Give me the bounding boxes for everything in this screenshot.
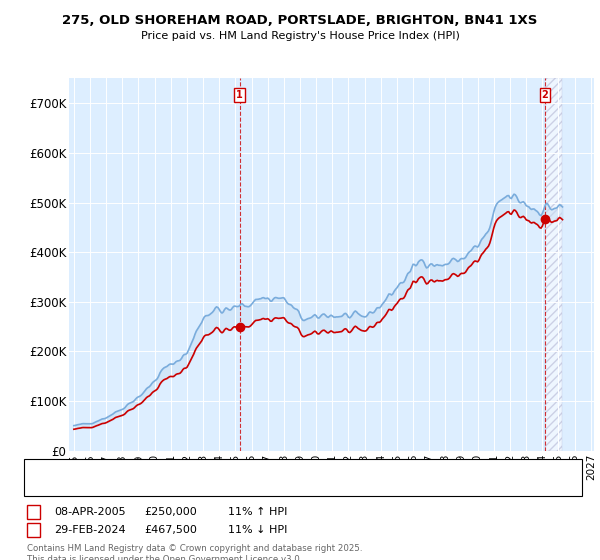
Text: 2: 2 [542,90,548,100]
Text: Price paid vs. HM Land Registry's House Price Index (HPI): Price paid vs. HM Land Registry's House … [140,31,460,41]
Text: HPI: Average price, semi-detached house, Brighton and Hove: HPI: Average price, semi-detached house,… [63,480,362,491]
Text: 29-FEB-2024: 29-FEB-2024 [54,525,125,535]
Text: 11% ↓ HPI: 11% ↓ HPI [228,525,287,535]
Text: 08-APR-2005: 08-APR-2005 [54,507,125,517]
Text: 275, OLD SHOREHAM ROAD, PORTSLADE, BRIGHTON, BN41 1XS (semi-detached house): 275, OLD SHOREHAM ROAD, PORTSLADE, BRIGH… [63,464,493,474]
Text: 11% ↑ HPI: 11% ↑ HPI [228,507,287,517]
Text: 1: 1 [236,90,243,100]
Text: £250,000: £250,000 [144,507,197,517]
Text: 2: 2 [30,525,37,535]
Text: Contains HM Land Registry data © Crown copyright and database right 2025.
This d: Contains HM Land Registry data © Crown c… [27,544,362,560]
Text: £467,500: £467,500 [144,525,197,535]
Text: 1: 1 [30,507,37,517]
Text: 275, OLD SHOREHAM ROAD, PORTSLADE, BRIGHTON, BN41 1XS: 275, OLD SHOREHAM ROAD, PORTSLADE, BRIGH… [62,14,538,27]
